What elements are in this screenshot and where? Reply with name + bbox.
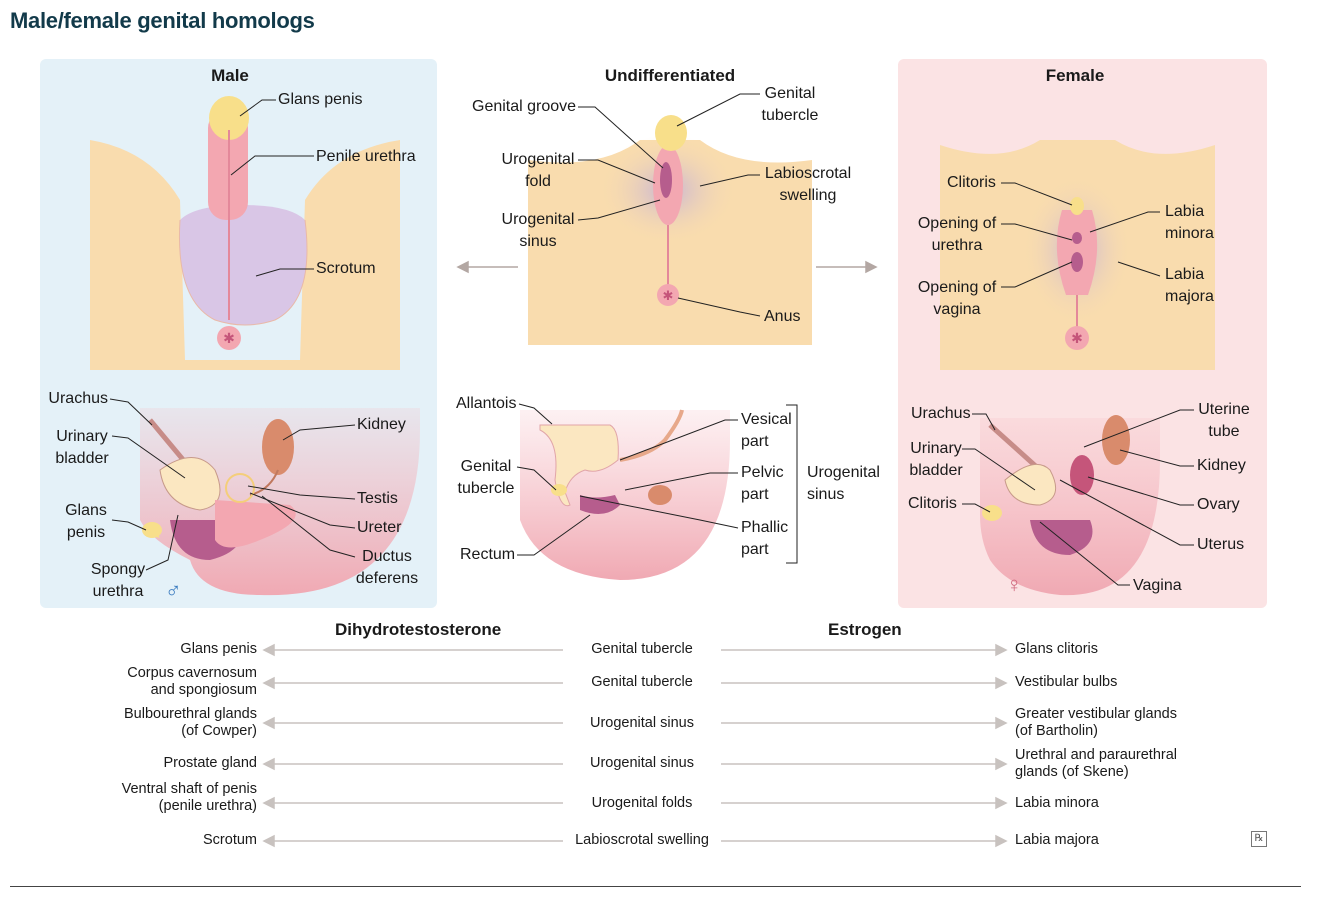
label-scrotum: Scrotum xyxy=(316,260,376,277)
label-clitoris-internal: Clitoris xyxy=(908,495,957,512)
female-internal-art xyxy=(980,415,1160,596)
label-clitoris: Clitoris xyxy=(947,174,996,191)
label-uterus: Uterus xyxy=(1197,536,1245,553)
table-arrows xyxy=(262,643,1008,848)
label-urachus-male: Urachus xyxy=(48,390,108,407)
table-header-dihydrotestosterone: Dihydrotestosterone xyxy=(335,620,502,639)
table-row-1-male: Glans penis xyxy=(180,641,257,657)
undiff-external-art: ✱ xyxy=(528,115,812,345)
table-row-4-male: Prostate gland xyxy=(163,755,257,771)
table-header-estrogen: Estrogen xyxy=(828,620,902,639)
table-row-6-origin: Labioscrotal swelling xyxy=(575,832,709,848)
label-ductus-deferens: Ductus deferens xyxy=(355,548,419,587)
label-labia-minora: Labia minora xyxy=(1165,203,1214,242)
label-glans-penis-internal: Glans penis xyxy=(65,502,107,541)
panel-header-male: Male xyxy=(211,66,249,85)
female-external-art: ✱ xyxy=(940,140,1215,370)
label-genital-tubercle-internal: Genital tubercle xyxy=(457,458,515,497)
label-penile-urethra: Penile urethra xyxy=(316,148,416,165)
table-row-5-female: Labia minora xyxy=(1015,795,1099,811)
table-row-6-female: Labia majora xyxy=(1015,832,1099,848)
label-vesical-part: Vesical part xyxy=(741,411,792,450)
table-row-4-female: Urethral and paraurethral glands (of Ske… xyxy=(1015,747,1178,780)
label-urogenital-fold: Urogenital fold xyxy=(501,151,575,190)
label-urinary-bladder-female: Urinary bladder xyxy=(909,440,963,479)
label-ureter: Ureter xyxy=(357,519,402,536)
table-row-6-male: Scrotum xyxy=(203,832,257,848)
label-genital-groove: Genital groove xyxy=(472,98,577,115)
panel-header-undifferentiated: Undifferentiated xyxy=(604,66,736,85)
table-row-5-male: Ventral shaft of penis (penile urethra) xyxy=(121,781,257,814)
panel-header-female: Female xyxy=(1045,66,1105,85)
label-urogenital-sinus-bracket: Urogenital sinus xyxy=(807,464,880,503)
male-symbol: ♂ xyxy=(165,578,182,603)
male-external-art: ✱ xyxy=(90,96,400,370)
table-row-2-origin: Genital tubercle xyxy=(591,674,693,690)
table-row-1-origin: Genital tubercle xyxy=(591,641,693,657)
label-labioscrotal-swelling: Labioscrotal swelling xyxy=(764,165,852,204)
label-kidney-female: Kidney xyxy=(1197,457,1246,474)
label-urogenital-sinus: Urogenital sinus xyxy=(501,211,575,250)
label-urinary-bladder-male: Urinary bladder xyxy=(55,428,109,467)
label-glans-penis: Glans penis xyxy=(278,91,363,108)
rx-icon: ℞ xyxy=(1251,831,1267,847)
label-rectum: Rectum xyxy=(460,546,516,563)
table-row-4-origin: Urogenital sinus xyxy=(590,755,694,771)
label-genital-tubercle: Genital tubercle xyxy=(761,85,819,124)
label-ovary: Ovary xyxy=(1197,496,1240,513)
label-phallic-part: Phallic part xyxy=(741,519,789,558)
label-anus: Anus xyxy=(764,308,801,325)
label-uterine-tube: Uterine tube xyxy=(1198,401,1250,440)
label-kidney-male: Kidney xyxy=(357,416,406,433)
label-opening-of-vagina: Opening of vagina xyxy=(917,279,997,318)
undiff-internal-art xyxy=(520,409,730,580)
table-row-2-male: Corpus cavernosum and spongiosum xyxy=(127,665,257,698)
table-row-5-origin: Urogenital folds xyxy=(591,795,693,811)
label-urachus-female: Urachus xyxy=(911,405,971,422)
svg-text:✱: ✱ xyxy=(1071,330,1083,346)
panel-arrows xyxy=(456,260,878,274)
bottom-divider xyxy=(10,886,1301,887)
label-testis: Testis xyxy=(357,490,398,507)
table-row-3-female: Greater vestibular glands (of Bartholin) xyxy=(1015,706,1177,739)
table-row-3-origin: Urogenital sinus xyxy=(590,715,694,731)
table-row-3-male: Bulbourethral glands (of Cowper) xyxy=(123,706,257,739)
label-spongy-urethra: Spongy urethra xyxy=(90,561,146,600)
label-opening-of-urethra: Opening of urethra xyxy=(917,215,997,254)
table-row-2-female: Vestibular bulbs xyxy=(1015,674,1118,690)
label-labia-majora: Labia majora xyxy=(1165,266,1214,305)
svg-text:✱: ✱ xyxy=(223,330,235,346)
female-symbol: ♀ xyxy=(1006,572,1023,597)
svg-text:✱: ✱ xyxy=(663,288,674,303)
label-allantois: Allantois xyxy=(456,395,517,412)
male-internal-art xyxy=(140,408,420,596)
leader-lines xyxy=(109,93,1194,586)
label-vagina: Vagina xyxy=(1133,577,1182,594)
table-row-1-female: Glans clitoris xyxy=(1015,641,1098,657)
label-pelvic-part: Pelvic part xyxy=(741,464,784,503)
page-title: Male/female genital homologs xyxy=(10,8,315,33)
